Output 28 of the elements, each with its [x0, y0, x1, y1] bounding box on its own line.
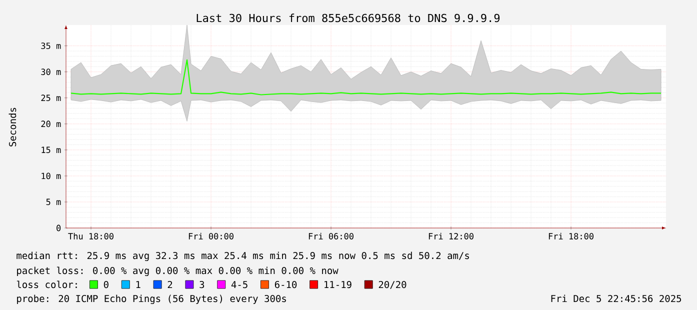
- y-tick-label: 10 m: [42, 172, 61, 180]
- legend-label: 11-19: [324, 280, 352, 288]
- y-tick-label: 15 m: [42, 146, 61, 154]
- y-tick-label: 0: [56, 224, 61, 232]
- legend-label: 6-10: [274, 280, 297, 288]
- text: probe: 20 ICMP Echo Pings (56 Bytes) every 300s: [17, 294, 286, 304]
- y-tick-label: 20 m: [41, 120, 61, 128]
- legend-label: 4-5: [231, 281, 248, 288]
- x-tick-label: Thu 18:00: [68, 232, 114, 240]
- y-tick-label: 30 m: [41, 68, 61, 76]
- legend-label: 1: [136, 281, 140, 288]
- y-tick-label: 35 m: [41, 42, 61, 50]
- y-axis-title: Seconds: [8, 108, 16, 146]
- legend-title: loss color:: [16, 280, 77, 288]
- x-tick-label: Fri 18:00: [548, 232, 594, 240]
- chart-title: Last 30 Hours from 855e5c669568 to DNS 9.9.9.9: [196, 14, 500, 22]
- x-tick-label: Fri 00:00: [188, 232, 234, 240]
- legend-label: 0: [104, 280, 108, 288]
- text: median rtt: 25.9 ms avg 32.3 ms max 25.4 ms min 25.9 ms now 0.5 ms sd 50.2 am/s: [16, 252, 469, 262]
- y-tick-label: 5 m: [46, 198, 61, 206]
- text: Fri Dec 5 22:45:56 2025: [551, 294, 682, 302]
- x-tick-label: Fri 12:00: [428, 232, 474, 240]
- y-tick-label: 25 m: [41, 94, 61, 102]
- text: packet loss: 0.00 % avg 0.00 % max 0.00 % min 0.00 % now: [17, 266, 338, 276]
- legend-label: 3: [200, 280, 204, 288]
- x-tick-label: Fri 06:00: [308, 232, 354, 240]
- legend-label: 2: [168, 280, 172, 288]
- legend-label: 20/20: [378, 280, 406, 289]
